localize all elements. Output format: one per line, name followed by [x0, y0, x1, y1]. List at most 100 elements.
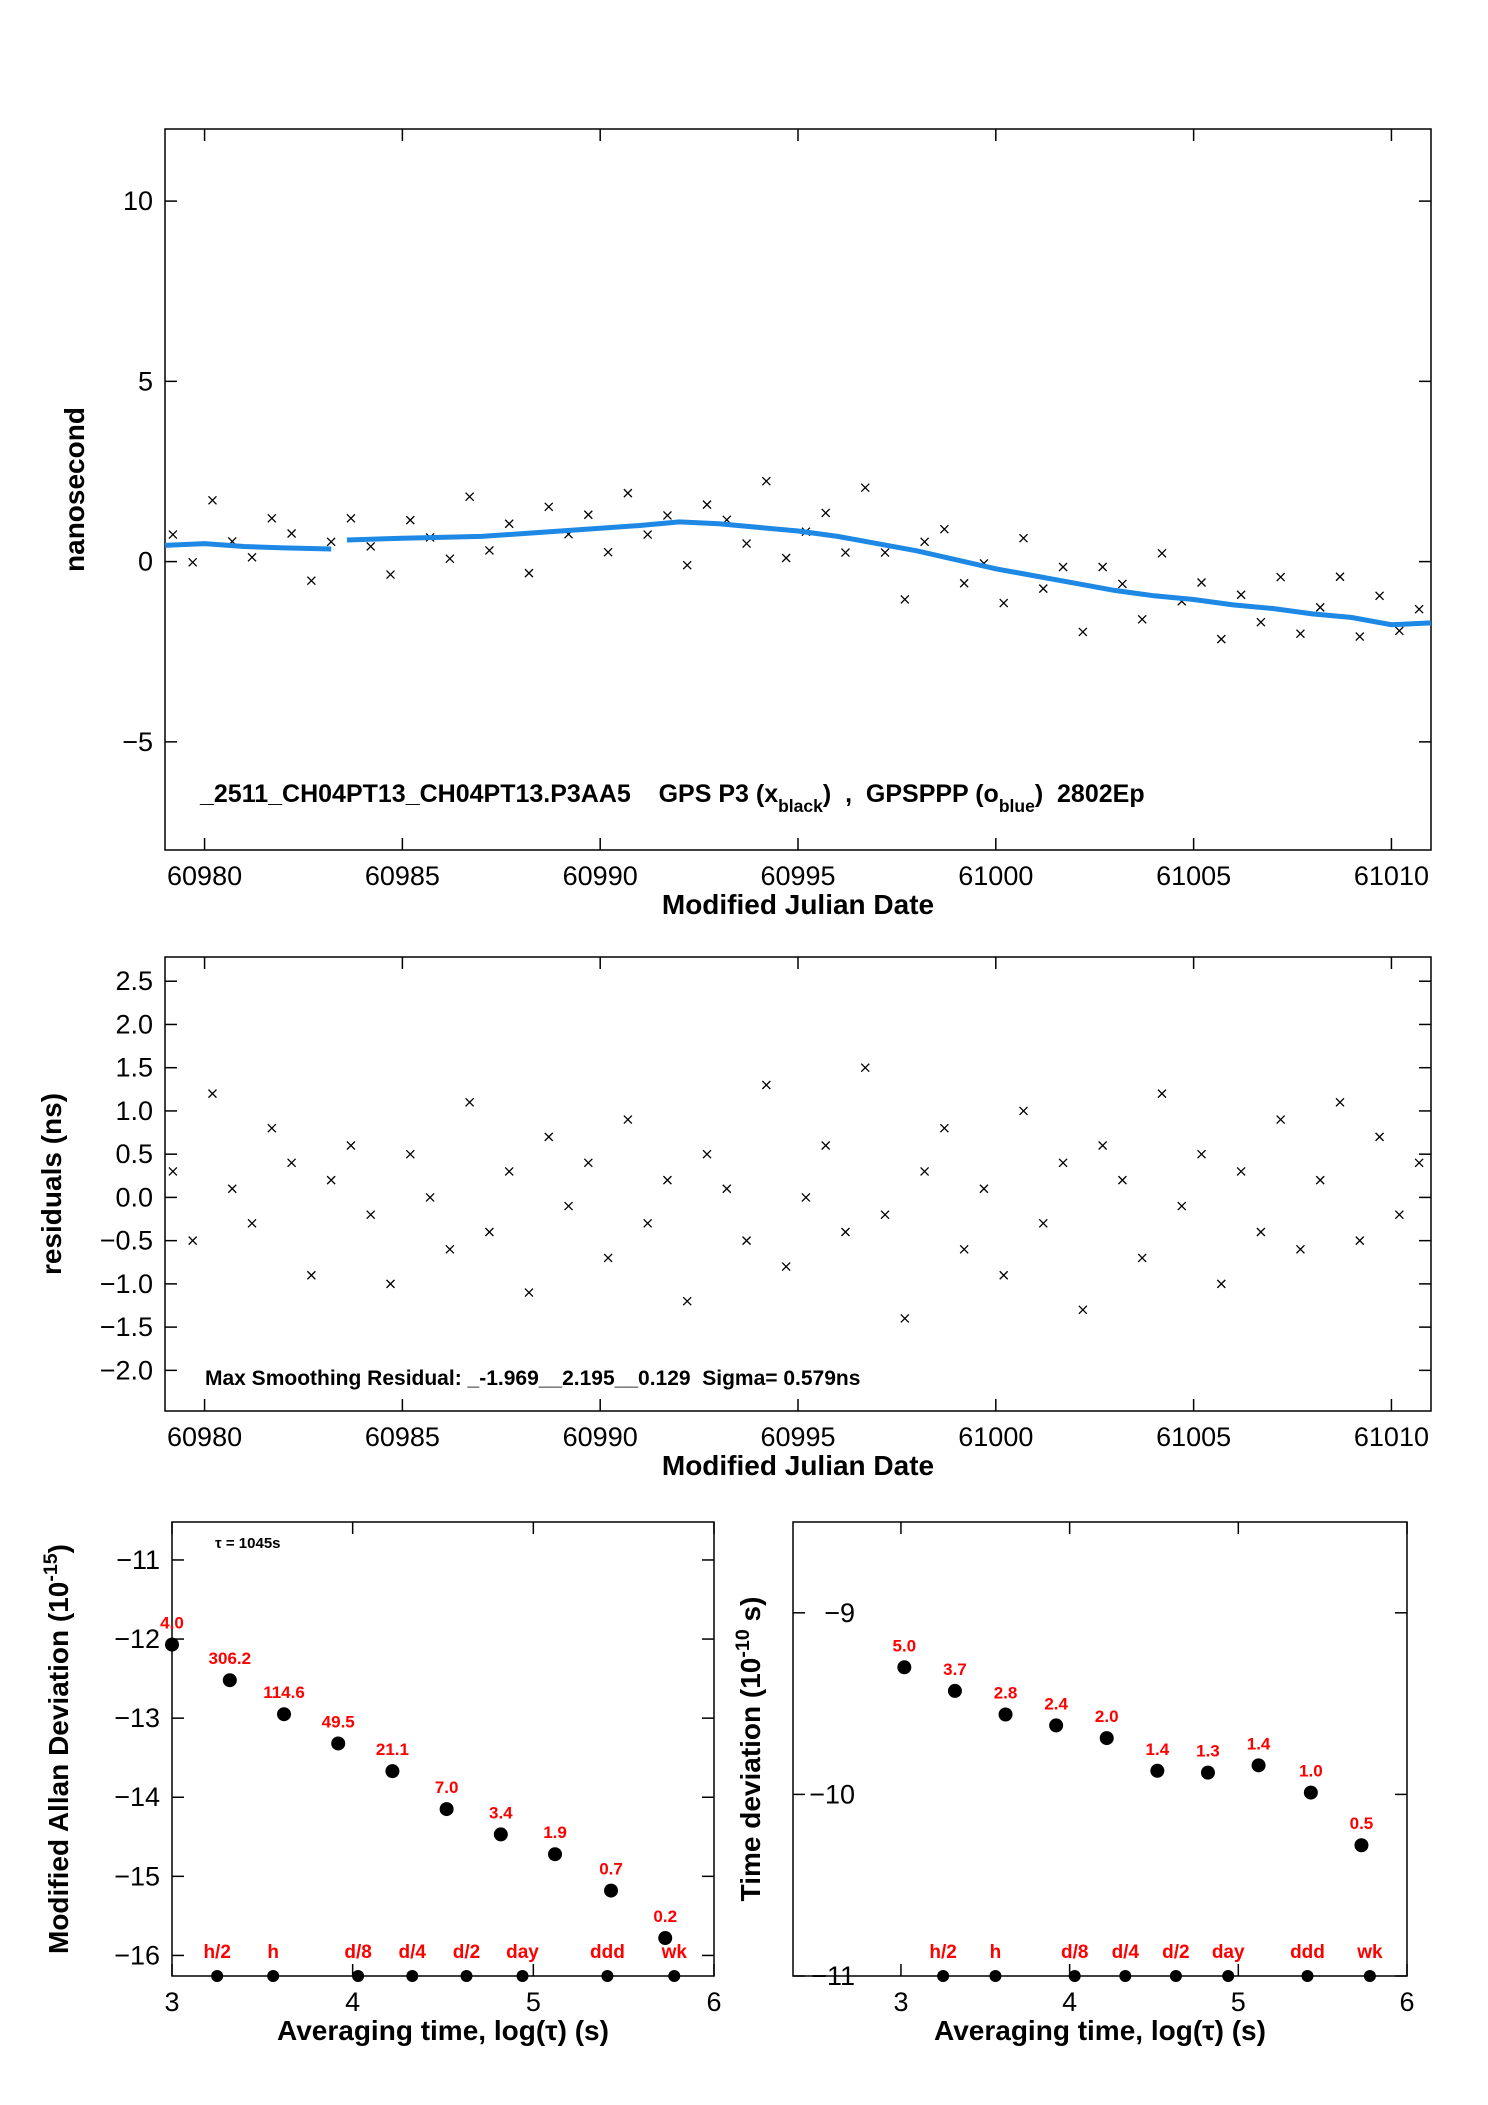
x-axis-title: Averaging time, log(τ) (s): [934, 2015, 1266, 2046]
marker-dot: [1068, 1970, 1081, 1982]
x-tick-label: 60980: [167, 1422, 242, 1452]
x-point: [326, 537, 336, 547]
y-tick-label: 5: [138, 366, 153, 396]
x-point: [544, 502, 554, 512]
x-tick-label: 60990: [563, 1422, 638, 1452]
point-label: 1.4: [1146, 1740, 1170, 1759]
rich-text: Time deviation (10-10 s): [732, 1597, 766, 1902]
text-part: ) , GPSPPP (o: [823, 780, 999, 808]
smooth-line: [164, 519, 1432, 628]
point-label: 21.1: [376, 1740, 409, 1759]
x-tick-label: 60985: [365, 1422, 440, 1452]
x-tick-label: 60995: [760, 861, 835, 891]
x-point: [465, 492, 475, 502]
x-tick-label: 61000: [958, 861, 1033, 891]
x-point: [1117, 579, 1127, 589]
x-point: [682, 560, 692, 570]
x-point: [1038, 584, 1048, 594]
dot: [947, 1683, 962, 1698]
x-point: [1414, 1158, 1424, 1168]
x-tick-label: 61000: [958, 1422, 1033, 1452]
dot: [1251, 1758, 1266, 1773]
x-point: [1157, 1089, 1167, 1099]
y-tick-label: 0.0: [115, 1182, 153, 1212]
x-point: [504, 1167, 514, 1176]
dot: [277, 1707, 292, 1722]
x-point: [781, 553, 791, 563]
dot: [385, 1764, 400, 1779]
x-point: [682, 1296, 692, 1306]
point-label: 2.0: [1095, 1707, 1119, 1726]
x-point: [801, 1192, 811, 1202]
x-point: [1157, 548, 1167, 558]
marker-dot: [1222, 1970, 1235, 1982]
dot: [897, 1660, 912, 1675]
x-point: [564, 1201, 573, 1211]
rich-text: _2511_CH04PT13_CH04PT13.P3AA5 GPS P3 (xb…: [199, 780, 1145, 816]
x-point: [583, 1158, 593, 1168]
text-part: Modified Allan Deviation (10: [43, 1582, 74, 1954]
rich-text: τ = 1045s: [215, 1535, 281, 1552]
dot: [1099, 1731, 1114, 1746]
x-point: [1058, 562, 1068, 572]
x-point: [900, 1314, 910, 1323]
x-point: [1137, 1253, 1147, 1263]
y-tick-label: −11: [116, 1545, 160, 1575]
x-point: [979, 1184, 989, 1194]
text-part: black: [778, 796, 823, 816]
x-tick-label: 61005: [1156, 1422, 1231, 1452]
rich-text: Max Smoothing Residual: _-1.969__2.195__…: [205, 1367, 860, 1390]
marker-label: d/4: [1112, 1942, 1140, 1963]
marker-label: wk: [1356, 1942, 1383, 1963]
x-point: [959, 1244, 969, 1254]
point-label: 0.7: [599, 1860, 623, 1879]
plot-frame: [164, 956, 1432, 1412]
x-point: [1414, 604, 1424, 614]
x-point: [742, 539, 752, 549]
x-tick-label: 6: [706, 1987, 721, 2017]
x-point: [1375, 591, 1385, 601]
x-point: [702, 1149, 712, 1159]
x-point: [1394, 626, 1404, 636]
x-tick-label: 60990: [563, 861, 638, 891]
x-point: [643, 1218, 653, 1228]
x-point: [1078, 1305, 1088, 1315]
dot: [1200, 1765, 1215, 1780]
x-point: [939, 1123, 949, 1133]
x-point: [1058, 1158, 1068, 1168]
x-point: [445, 554, 455, 564]
x-point: [939, 524, 949, 534]
x-point: [1315, 602, 1325, 612]
x-point: [1098, 1141, 1108, 1150]
x-tick-label: 60985: [365, 861, 440, 891]
marker-label: ddd: [590, 1942, 625, 1963]
marker-label: d/2: [1162, 1942, 1189, 1963]
x-point: [386, 1279, 395, 1289]
y-tick-label: −16: [114, 1940, 160, 1970]
x-point: [306, 1270, 316, 1280]
x-point: [920, 537, 930, 547]
x-point: [959, 578, 969, 588]
point-label: 3.7: [943, 1660, 967, 1679]
x-point: [1019, 533, 1028, 543]
y-tick-label: 2.0: [115, 1009, 153, 1039]
x-point: [841, 1227, 850, 1237]
x-point: [821, 508, 831, 518]
x-point: [287, 1158, 297, 1168]
x-tick-label: 4: [1062, 1987, 1077, 2017]
dot: [548, 1847, 563, 1862]
text-part: nanosecond: [59, 407, 90, 572]
y-tick-label: 1.5: [115, 1053, 153, 1083]
y-tick-label: 0.5: [115, 1139, 153, 1169]
x-point: [1038, 1218, 1048, 1228]
marker-dot: [1363, 1970, 1376, 1982]
marker-dot: [1301, 1970, 1314, 1982]
marker-label: d/2: [453, 1942, 480, 1963]
x-tick-label: 6: [1399, 1987, 1414, 2017]
x-point: [1295, 1244, 1305, 1254]
x-tick-label: 60995: [760, 1422, 835, 1452]
x-point: [722, 1184, 732, 1194]
x-point: [999, 1270, 1009, 1280]
point-label: 306.2: [209, 1649, 252, 1668]
